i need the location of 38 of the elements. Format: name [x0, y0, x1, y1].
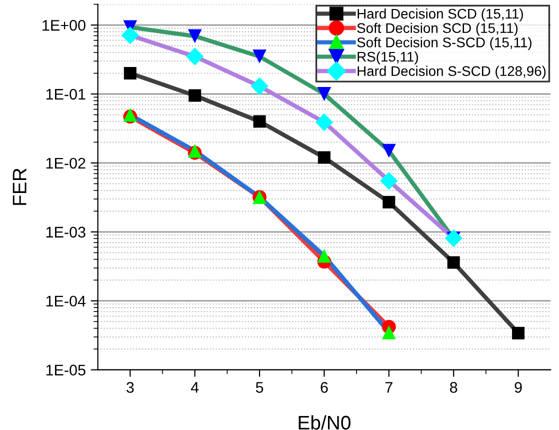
x-tick-label: 8 — [450, 382, 458, 393]
legend-label: Soft Decision SCD (15,11) — [357, 22, 518, 36]
y-axis-title: FER — [12, 168, 26, 205]
y-tick-label: 1E-03 — [46, 226, 86, 238]
x-tick-label: 5 — [256, 382, 264, 393]
y-tick-label: 1E+00 — [42, 20, 86, 31]
y-tick-label: 1E-04 — [46, 296, 86, 307]
x-tick-label: 7 — [385, 382, 392, 393]
point — [186, 48, 204, 66]
point — [447, 256, 460, 269]
point — [253, 115, 266, 128]
x-axis-title: Eb/N0 — [298, 415, 350, 430]
x-tick-label: 6 — [320, 382, 328, 393]
point — [317, 248, 332, 263]
point — [188, 29, 202, 44]
point — [382, 196, 396, 208]
legend-label: Soft Decision S-SCD (15,11) — [357, 37, 532, 50]
point — [252, 50, 266, 64]
point — [382, 144, 396, 158]
point — [318, 151, 330, 164]
point — [317, 87, 332, 101]
y-tick-label: 1E-02 — [46, 158, 86, 169]
point — [250, 77, 268, 95]
point — [121, 26, 140, 44]
point — [380, 172, 398, 190]
point — [512, 326, 525, 340]
legend-label: Hard Decision S-SCD (128,96) — [358, 66, 546, 79]
point — [188, 89, 202, 102]
legend-label: Hard Decision SCD (15,11) — [358, 8, 523, 22]
legend-label: RS(15,11) — [358, 51, 418, 64]
x-tick-label: 9 — [514, 382, 522, 393]
y-tick-label: 1E-05 — [46, 364, 86, 376]
x-tick-label: 3 — [126, 382, 134, 393]
point — [382, 325, 396, 340]
point — [124, 67, 136, 80]
x-tick-label: 4 — [190, 382, 199, 393]
point — [315, 113, 334, 132]
y-tick-label: 1E-01 — [46, 88, 86, 100]
